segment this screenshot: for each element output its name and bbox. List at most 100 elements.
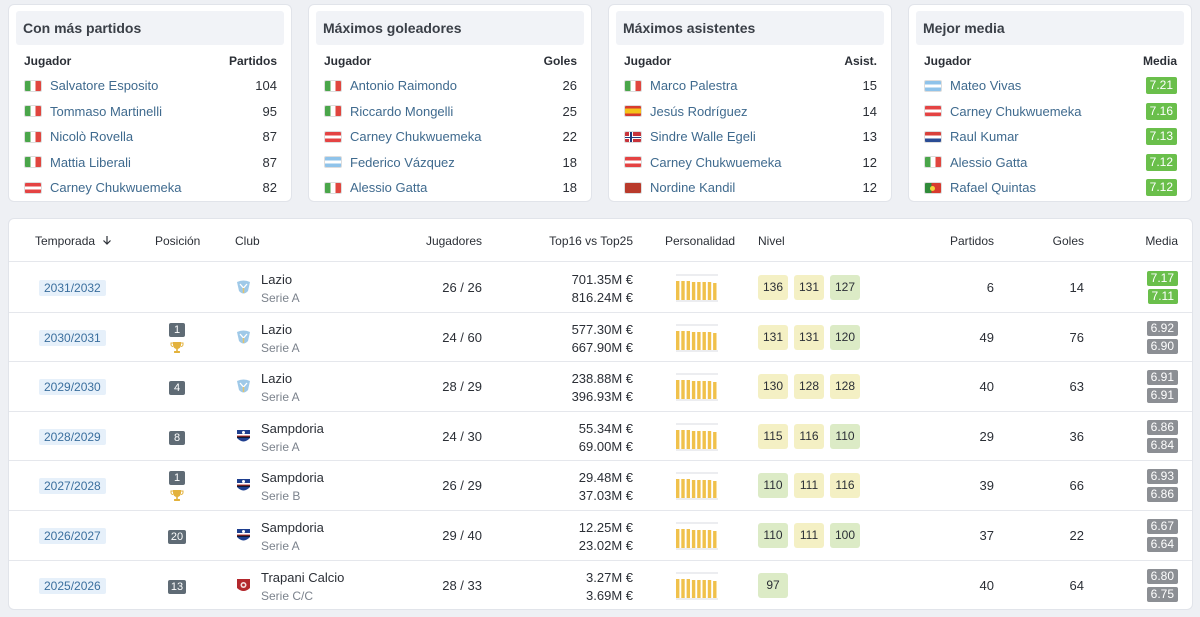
season-badge[interactable]: 2028/2029 [39,428,106,445]
player-link[interactable]: Riccardo Mongelli [350,103,454,119]
season-badge[interactable]: 2031/2032 [39,280,106,296]
club-cell[interactable]: Trapani Calcio Serie C/C [261,569,344,605]
media-badge: 6.64 [1146,537,1178,552]
flag-it-icon [324,79,342,92]
club-crest-lazio-icon [235,378,252,396]
header-personalidad[interactable]: Personalidad [665,234,736,248]
top-card-2: Máximos goleadores Jugador Goles Antonio Ra… [308,4,592,202]
player-link[interactable]: Carney Chukwuemeka [350,129,482,145]
list-item: Carney Chukwuemeka 22 [309,124,591,150]
season-badge[interactable]: 2025/2026 [39,577,106,594]
personality-bars [676,572,718,600]
player-link[interactable]: Sindre Walle Egeli [650,129,756,145]
media-badge: 7.11 [1147,289,1178,304]
top25-value: 667.90M € [571,339,633,355]
player-link[interactable]: Nordine Kandil [650,180,736,196]
nivel-badge: 110 [830,423,860,449]
player-link[interactable]: Antonio Raimondo [350,78,457,94]
table-row[interactable]: 2026/2027 20 Sampdoria Serie A 29 / 40 12.25M… [9,511,1192,561]
player-link[interactable]: Tommaso Martinelli [50,103,162,119]
col-player: Jugador [924,54,972,68]
position-cell: 1 [167,321,187,354]
player-link[interactable]: Marco Palestra [650,78,738,94]
media-cell: 6.93 6.86 [1146,469,1178,503]
seasons-table: Temporada Posición Club Jugadores Top16 … [8,218,1193,610]
player-link[interactable]: Salvatore Esposito [50,78,159,94]
header-club[interactable]: Club [235,234,260,248]
header-jugadores[interactable]: Jugadores [425,234,482,248]
top25-value: 816.24M € [571,290,633,305]
player-value: 18 [562,180,577,196]
club-crest-lazio-icon [235,329,252,347]
player-link[interactable]: Carney Chukwuemeka [950,103,1082,119]
season-badge[interactable]: 2027/2028 [39,478,106,495]
media-badge: 6.67 [1146,519,1178,534]
trophy-icon [170,341,184,353]
table-row[interactable]: 2029/2030 4 Lazio Serie A 28 / 29 238.88M € 39… [9,362,1192,412]
nivel-badge: 115 [758,423,788,449]
top16-value: 577.30M € [571,321,633,337]
table-row[interactable]: 2027/2028 1 Sampdoria Serie B 26 / 29 29.48M … [9,461,1192,511]
flag-it-icon [24,130,42,143]
personality-bars [676,472,718,500]
list-item: Jesús Rodríguez 14 [609,99,891,125]
card-title: Mejor media [916,11,1184,45]
partidos-value: 40 [979,577,994,593]
card-title: Con más partidos [16,11,284,45]
trophy-icon [170,490,184,502]
media-badge: 6.91 [1146,388,1178,404]
flag-ar-icon [324,156,342,169]
header-nivel[interactable]: Nivel [758,234,785,248]
player-link[interactable]: Jesús Rodríguez [650,103,748,119]
club-cell[interactable]: Lazio Serie A [261,271,300,307]
card-columns: Jugador Asist. [609,53,891,69]
table-row[interactable]: 2028/2029 8 Sampdoria Serie A 24 / 30 55.34M … [9,412,1192,462]
season-badge[interactable]: 2030/2031 [39,329,106,346]
club-name: Sampdoria [261,520,324,535]
partidos-value: 6 [986,280,994,295]
nivel-badge: 131 [758,324,788,350]
player-value: 26 [562,78,577,94]
table-row[interactable]: 2030/2031 1 Lazio Serie A 24 / 60 577.30M € 66… [9,313,1192,363]
header-temporada[interactable]: Temporada [35,234,112,248]
season-badge[interactable]: 2026/2027 [39,528,106,544]
player-link[interactable]: Mateo Vivas [950,78,1022,94]
club-cell[interactable]: Sampdoria Serie B [261,469,324,505]
header-top16-vs-top25[interactable]: Top16 vs Top25 [549,234,633,248]
position-badge: 1 [169,322,185,337]
player-link[interactable]: Rafael Quintas [950,180,1036,196]
player-link[interactable]: Federico Vázquez [350,154,455,170]
player-link[interactable]: Raul Kumar [950,129,1019,145]
nivel-badge: 111 [794,523,824,548]
media-cell: 6.91 6.91 [1146,370,1178,404]
header-posicion[interactable]: Posición [155,234,201,248]
table-row[interactable]: 2031/2032 Lazio Serie A 26 / 26 701.35M € 816… [9,263,1192,313]
player-value: 87 [262,154,277,170]
position-cell: 8 [167,429,187,445]
player-link[interactable]: Carney Chukwuemeka [650,154,782,170]
table-row[interactable]: 2025/2026 13 Trapani Calcio Serie C/C 28 / 3… [9,561,1192,611]
player-link[interactable]: Carney Chukwuemeka [50,180,182,196]
list-item: Antonio Raimondo 26 [309,73,591,99]
header-media[interactable]: Media [1145,234,1178,248]
players-count: 24 / 30 [442,428,482,444]
nivel-badge: 128 [830,374,860,400]
player-link[interactable]: Nicolò Rovella [50,129,134,145]
top16-value: 3.27M € [586,569,633,585]
personality-bars [676,423,718,451]
club-cell[interactable]: Lazio Serie A [261,370,300,406]
header-goles[interactable]: Goles [1052,234,1084,248]
top25-value: 3.69M € [586,587,633,603]
player-link[interactable]: Alessio Gatta [350,180,428,196]
club-cell[interactable]: Sampdoria Serie A [261,420,324,456]
value-cell: 3.27M € 3.69M € [586,569,633,605]
season-badge[interactable]: 2029/2030 [39,379,106,396]
media-badge: 6.91 [1146,370,1178,386]
club-cell[interactable]: Sampdoria Serie A [261,519,324,555]
header-partidos[interactable]: Partidos [949,234,994,248]
club-cell[interactable]: Lazio Serie A [261,321,300,357]
player-link[interactable]: Mattia Liberali [50,154,131,170]
player-link[interactable]: Alessio Gatta [950,154,1028,170]
players-count: 26 / 26 [442,280,482,295]
list-item: Federico Vázquez 18 [309,150,591,176]
